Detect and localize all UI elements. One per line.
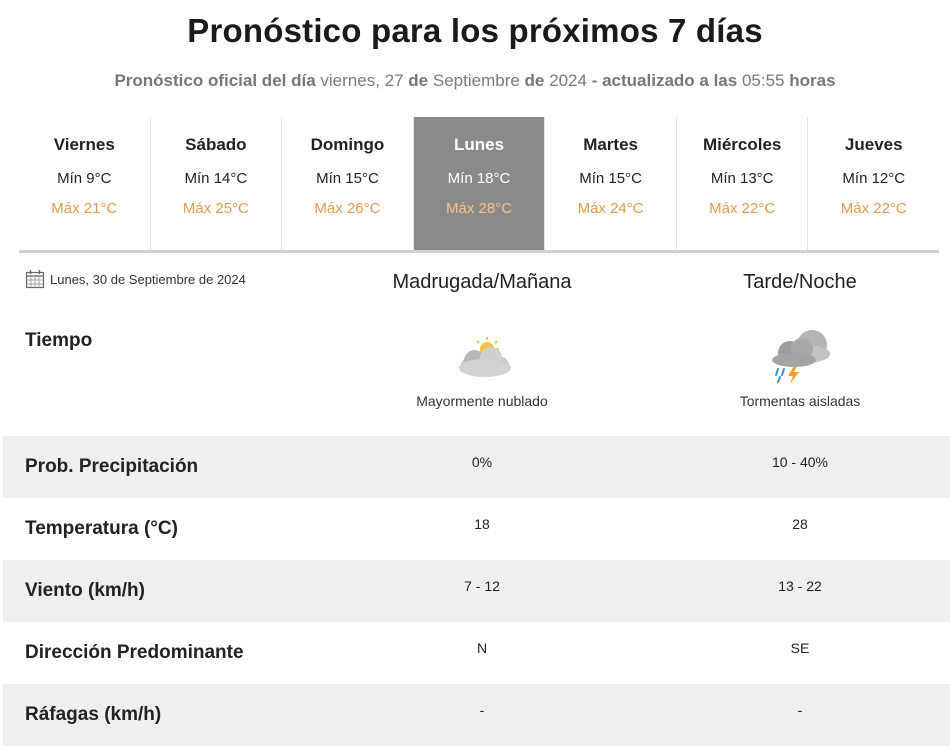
subtitle-hours: horas (789, 71, 836, 90)
row-value-morning: 7 - 12 (464, 578, 500, 594)
selected-date-label: Lunes, 30 de Septiembre de 2024 (50, 271, 246, 287)
selected-date: Lunes, 30 de Septiembre de 2024 (25, 269, 246, 289)
day-min-temp: Mín 12°C (842, 170, 906, 187)
partly-cloudy-icon (459, 337, 511, 377)
row-value-evening: 10 - 40% (771, 454, 829, 470)
weather-description-evening: Tormentas aisladas (739, 393, 861, 409)
column-header-morning: Madrugada/Mañana (392, 271, 572, 293)
row-label-wind: Viento (km/h) (25, 580, 145, 601)
row-value-morning: N (476, 640, 488, 656)
weather-description-morning: Mayormente nublado (416, 393, 548, 409)
day-name: Domingo (310, 135, 385, 154)
forecast-subtitle: Pronóstico oficial del día viernes, 27 d… (0, 71, 950, 91)
thunderstorm-icon (772, 330, 830, 384)
table-row: Prob. Precipitación 0% 10 - 40% (3, 436, 950, 498)
day-tab-domingo[interactable]: Domingo Mín 15°C Máx 26°C (282, 117, 414, 250)
day-tab-viernes[interactable]: Viernes Mín 9°C Máx 21°C (19, 117, 151, 250)
subtitle-dash: - (591, 71, 598, 90)
column-header-evening: Tarde/Noche (743, 271, 857, 293)
row-value-evening: - (797, 702, 803, 718)
subtitle-de: de (524, 71, 545, 90)
row-label-gusts: Ráfagas (km/h) (25, 704, 162, 725)
day-max-temp: Máx 21°C (51, 200, 118, 217)
table-row: Ráfagas (km/h) - - (3, 684, 950, 746)
day-name: Sábado (185, 135, 247, 154)
day-min-temp: Mín 14°C (184, 170, 248, 187)
day-tab-martes[interactable]: Martes Mín 15°C Máx 24°C (545, 117, 677, 250)
day-max-temp: Máx 26°C (314, 200, 381, 217)
day-tab-miercoles[interactable]: Miércoles Mín 13°C Máx 22°C (677, 117, 809, 250)
day-min-temp: Mín 13°C (710, 170, 774, 187)
subtitle-time: 05:55 (741, 71, 785, 90)
subtitle-year: 2024 (549, 71, 587, 90)
subtitle-de: de (408, 71, 429, 90)
day-max-temp: Máx 25°C (182, 200, 249, 217)
row-label-precipitation: Prob. Precipitación (25, 456, 199, 477)
row-value-morning: 0% (471, 454, 493, 470)
day-max-temp: Máx 22°C (709, 200, 776, 217)
row-value-morning: 18 (474, 516, 490, 532)
day-max-temp: Máx 24°C (577, 200, 644, 217)
day-min-temp: Mín 9°C (57, 170, 112, 187)
table-row: Viento (km/h) 7 - 12 13 - 22 (3, 560, 950, 622)
row-value-evening: 13 - 22 (778, 578, 822, 594)
day-name: Miércoles (702, 135, 782, 154)
day-min-temp: Mín 15°C (579, 170, 642, 187)
weather-label: Tiempo (25, 330, 93, 351)
day-name: Jueves (844, 135, 903, 154)
day-name: Lunes (453, 135, 505, 154)
day-min-temp: Mín 18°C (447, 170, 511, 187)
subtitle-updated: actualizado a las (602, 71, 738, 90)
table-row: Temperatura (°C) 18 28 (3, 498, 950, 560)
table-row: Dirección Predominante N SE (3, 622, 950, 684)
row-value-evening: SE (790, 640, 810, 656)
subtitle-month: Septiembre (432, 71, 520, 90)
day-name: Martes (583, 135, 638, 154)
day-tabs: Viernes Mín 9°C Máx 21°C Sábado Mín 14°C… (19, 117, 939, 250)
calendar-icon (25, 270, 45, 289)
page-title: Pronóstico para los próximos 7 días (187, 12, 763, 49)
day-tab-lunes[interactable]: Lunes Mín 18°C Máx 28°C (413, 117, 546, 250)
day-name: Viernes (53, 135, 115, 154)
row-value-evening: 28 (792, 516, 808, 532)
row-label-wind-direction: Dirección Predominante (25, 642, 244, 663)
day-tab-sabado[interactable]: Sábado Mín 14°C Máx 25°C (151, 117, 283, 250)
day-tabs-divider (19, 250, 939, 253)
day-max-temp: Máx 22°C (840, 200, 907, 217)
subtitle-official: Pronóstico oficial del día (114, 71, 316, 90)
day-max-temp: Máx 28°C (446, 200, 513, 217)
day-min-temp: Mín 15°C (316, 170, 379, 187)
row-value-morning: - (479, 702, 485, 718)
subtitle-date: viernes, 27 (320, 71, 404, 90)
day-tab-jueves[interactable]: Jueves Mín 12°C Máx 22°C (808, 117, 939, 250)
row-label-temperature: Temperatura (°C) (25, 518, 178, 539)
